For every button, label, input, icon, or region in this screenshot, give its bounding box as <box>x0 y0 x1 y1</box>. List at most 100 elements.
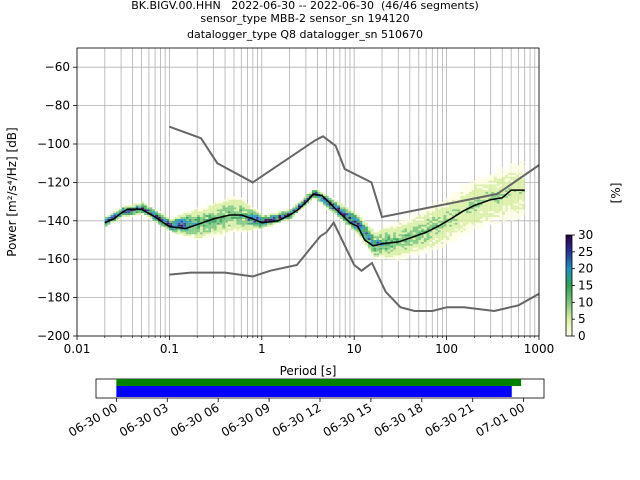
x-tick-label: 1 <box>258 342 266 356</box>
density-cell <box>423 247 427 250</box>
density-cell <box>247 203 251 206</box>
density-cell <box>510 190 514 192</box>
density-cell <box>197 230 200 233</box>
density-cell <box>339 218 343 221</box>
density-cell <box>401 226 405 229</box>
density-cell <box>362 234 366 237</box>
density-cell <box>289 216 293 219</box>
density-cell <box>446 215 450 217</box>
density-cell <box>407 240 410 242</box>
density-cell <box>379 238 382 240</box>
density-cell <box>166 216 170 219</box>
density-cell <box>474 218 478 221</box>
density-cell <box>507 195 511 198</box>
density-cell <box>376 251 380 254</box>
density-cell <box>513 215 517 217</box>
density-cell <box>110 213 114 216</box>
density-cell <box>227 209 231 212</box>
density-cell <box>250 228 254 231</box>
density-cell <box>479 211 483 214</box>
density-cell <box>149 211 153 214</box>
density-cell <box>474 207 478 210</box>
density-cell <box>449 224 452 227</box>
density-cell <box>236 199 240 202</box>
density-cell <box>138 213 142 216</box>
density-cell <box>185 230 189 233</box>
density-cell <box>306 195 310 198</box>
plot-frame <box>76 47 540 337</box>
density-cell <box>191 236 195 239</box>
density-cell <box>275 211 279 214</box>
density-cell <box>496 211 500 214</box>
density-cell <box>225 213 228 216</box>
density-cell <box>183 216 186 219</box>
density-cell <box>124 215 128 217</box>
density-cell <box>502 186 506 189</box>
density-cell <box>449 230 452 233</box>
density-cell <box>457 192 461 194</box>
density-cell <box>519 161 522 164</box>
density-cell <box>435 240 438 242</box>
density-cell <box>230 226 234 229</box>
density-cell <box>379 240 382 242</box>
density-cell <box>423 226 427 229</box>
density-cell <box>457 195 461 198</box>
density-cell <box>171 218 175 221</box>
density-cell <box>325 207 329 210</box>
density-cell <box>457 222 461 225</box>
density-cell <box>451 207 455 210</box>
density-cell <box>185 218 189 221</box>
density-cell <box>225 218 228 221</box>
density-cell <box>180 216 184 219</box>
density-cell <box>404 218 408 221</box>
density-cell <box>253 215 256 217</box>
density-cell <box>435 220 438 223</box>
density-cell <box>185 213 189 216</box>
density-cell <box>395 249 399 252</box>
density-cell <box>457 236 461 239</box>
density-cell <box>239 213 242 216</box>
density-cell <box>435 238 438 240</box>
density-cell <box>412 251 416 254</box>
density-cell <box>471 199 475 202</box>
density-cell <box>225 226 228 229</box>
density-cell <box>351 211 354 214</box>
density-cell <box>519 207 522 210</box>
y-tick-label: −120 <box>37 175 70 189</box>
density-cell <box>519 193 522 196</box>
density-cell <box>460 203 464 206</box>
density-cell <box>230 201 234 204</box>
density-cell <box>163 220 167 223</box>
density-cell <box>230 218 234 221</box>
density-cell <box>381 236 385 239</box>
density-cell <box>258 213 262 216</box>
density-cell <box>465 222 469 225</box>
density-cell <box>449 216 452 219</box>
density-cell <box>513 172 517 175</box>
density-cell <box>457 230 461 233</box>
density-cell <box>499 215 503 217</box>
density-cell <box>367 238 371 240</box>
density-cell <box>491 209 494 212</box>
density-cell <box>471 193 475 196</box>
density-cell <box>471 216 475 219</box>
density-cell <box>138 207 142 210</box>
density-cell <box>213 226 217 229</box>
density-cell <box>395 238 399 240</box>
density-cell <box>219 232 223 235</box>
density-cell <box>381 232 385 235</box>
density-cell <box>432 247 436 250</box>
density-cell <box>418 224 422 227</box>
density-cell <box>171 228 175 231</box>
density-cell <box>465 197 469 200</box>
density-cell <box>435 234 438 237</box>
density-cell <box>213 220 217 223</box>
density-cell <box>146 215 150 217</box>
density-cell <box>401 253 405 256</box>
density-cell <box>395 253 399 256</box>
density-cell <box>423 209 427 212</box>
density-cell <box>194 211 198 214</box>
density-cell <box>510 184 514 187</box>
density-cell <box>499 186 503 189</box>
density-cell <box>482 224 486 227</box>
